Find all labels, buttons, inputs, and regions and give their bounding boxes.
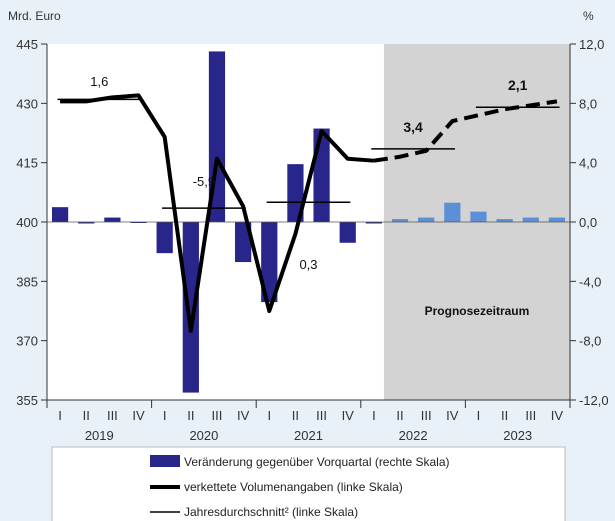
quarter-label: IV [237,408,250,423]
quarter-label: II [83,408,90,423]
year-label: 2023 [503,428,532,443]
legend-avg-label: Jahresdurchschnitt² (linke Skala) [184,505,358,519]
right-axis: 12,0 8,0 4,0 0,0 -4,0 -8,0 -12,0 [569,37,609,408]
left-tick-label: 400 [16,215,38,230]
quarter-label: IV [551,408,564,423]
quarter-label: I [58,408,62,423]
bar [130,222,147,223]
growth-annotation: 1,6 [90,74,108,89]
left-tick-label: 445 [16,37,38,52]
right-tick-label: -12,0 [579,393,609,408]
bar [418,217,435,222]
bar [287,164,304,222]
bar [548,217,566,222]
volume-line-series [60,93,558,333]
quarter-label: I [163,408,167,423]
left-tick-label: 370 [16,334,38,349]
bar [522,217,539,222]
bar [261,222,278,303]
volume-line-forecast [373,99,558,163]
legend-line-label: verkettete Volumenangaben (linke Skala) [184,480,403,494]
left-axis-unit: Mrd. Euro [8,9,61,23]
right-tick-label: -4,0 [579,274,601,289]
quarter-label: III [316,408,327,423]
volume-line-actual [60,93,375,333]
bar [470,211,487,222]
bar [51,207,69,222]
quarter-label: IV [446,408,459,423]
bar [235,222,252,263]
year-label: 2020 [189,428,218,443]
bar [444,202,461,222]
bar [339,222,356,243]
legend: Veränderung gegenüber Vorquartal (rechte… [51,446,566,521]
bar [156,222,173,254]
quarter-label: III [212,408,223,423]
quarter-label: I [372,408,376,423]
legend-bar-swatch [150,455,180,467]
right-tick-label: 0,0 [579,215,597,230]
bar [365,222,382,224]
right-tick-label: 4,0 [579,156,597,171]
left-tick-label: 415 [16,156,38,171]
right-axis-unit: % [583,9,594,23]
growth-annotation: 0,3 [299,257,317,272]
right-tick-label: 12,0 [579,37,604,52]
left-tick-label: 430 [16,96,38,111]
annotations: 1,6 -5,9 0,3 3,4 2,1 [90,74,527,272]
bar [182,222,199,393]
quarter-label: III [525,408,536,423]
legend-box [51,446,566,521]
bar [313,128,330,222]
left-axis: 445 430 415 400 385 370 355 [16,37,48,408]
year-label: 2019 [85,428,114,443]
growth-annotation: -5,9 [193,174,215,189]
x-axis: I II III IV I II III IV I II III IV I II III IV I II III IV… [46,399,571,443]
quarter-label: IV [132,408,145,423]
quarter-label: III [107,408,118,423]
bar [78,222,95,224]
quarter-label: IV [342,408,355,423]
quarter-label: I [267,408,271,423]
forecast-label: Prognosezeitraum [425,304,530,318]
quarter-label: II [501,408,508,423]
left-tick-label: 385 [16,274,38,289]
quarter-label: III [421,408,432,423]
quarter-label: II [292,408,299,423]
year-label: 2021 [294,428,323,443]
year-label: 2022 [399,428,428,443]
quarter-label: II [187,408,194,423]
legend-bar-label: Veränderung gegenüber Vorquartal (rechte… [184,455,450,469]
bar [104,217,121,222]
left-tick-label: 355 [16,393,38,408]
right-tick-label: 8,0 [579,96,597,111]
quarter-label: II [396,408,403,423]
bar [391,219,409,222]
quarter-label: I [477,408,481,423]
right-tick-label: -8,0 [579,334,601,349]
growth-annotation: 3,4 [403,119,423,135]
growth-annotation: 2,1 [508,77,528,93]
bar [496,219,513,222]
